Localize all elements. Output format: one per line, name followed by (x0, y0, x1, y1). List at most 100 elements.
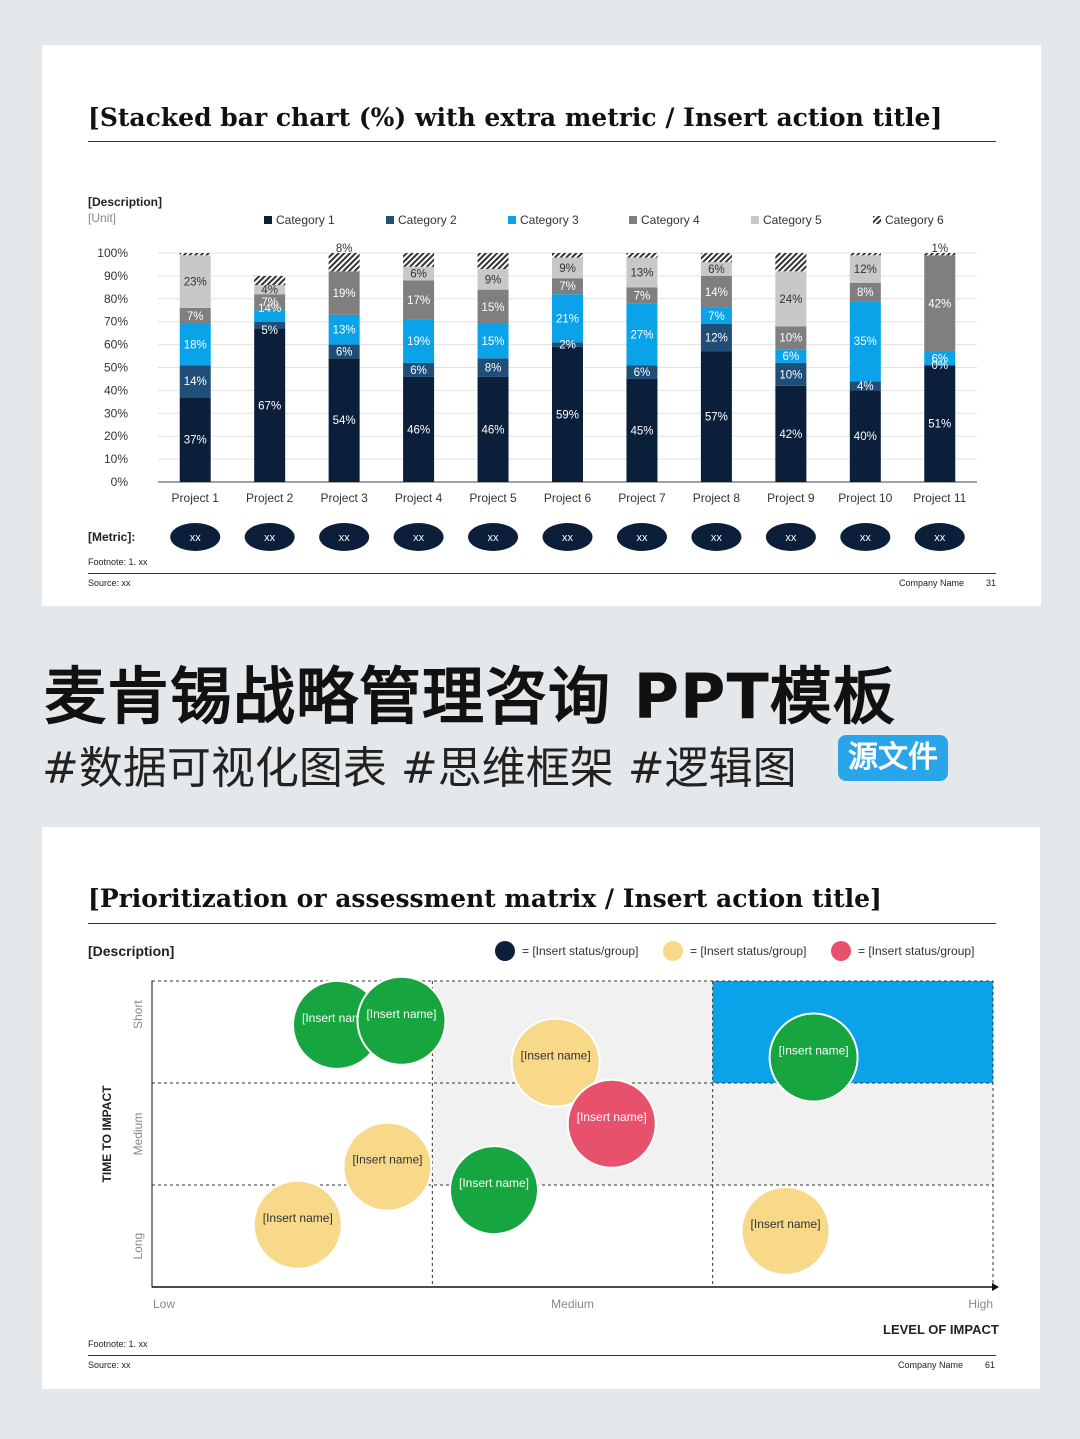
data-label: 9% (485, 274, 502, 286)
x-tick-label: Project 9 (767, 491, 815, 505)
legend-label: = [Insert status/group] (522, 944, 638, 958)
bar-segment (775, 349, 807, 363)
bar-segment (403, 319, 435, 363)
x-level-label: Medium (551, 1297, 594, 1311)
data-label: 7% (634, 290, 651, 302)
data-label: 51% (928, 419, 951, 431)
data-label: 2% (559, 340, 576, 352)
data-label: 19% (333, 288, 356, 300)
y-tick-label: 40% (104, 383, 128, 397)
data-label: 6% (783, 351, 800, 363)
bar-segment (552, 278, 583, 295)
data-label: 24% (779, 294, 802, 306)
data-label: 42% (928, 298, 951, 310)
legend-swatch (629, 216, 637, 224)
metric-value: xx (934, 532, 946, 544)
x-tick-label: Project 6 (544, 491, 592, 505)
bar-segment (328, 253, 360, 272)
bubble-label: [Insert name] (779, 1044, 849, 1058)
bar-segment (477, 358, 509, 377)
bar-segment (552, 294, 583, 343)
data-label: 35% (854, 336, 877, 348)
bar-segment (179, 365, 211, 398)
data-label: 40% (854, 431, 877, 443)
bar-segment (403, 253, 435, 267)
bubble-yellow (510, 1017, 601, 1108)
bar-segment (403, 266, 435, 281)
bar-segment (700, 275, 732, 308)
metric-oval (542, 523, 593, 551)
bubble-green (768, 1012, 859, 1103)
metric-oval (319, 523, 370, 551)
legend-label: Category 1 (276, 213, 335, 227)
bar-segment (254, 285, 286, 295)
bar-segment (254, 321, 286, 329)
bar-segment (775, 362, 807, 386)
metric-oval (244, 523, 295, 551)
metric-oval (393, 523, 444, 551)
bar-segment (626, 365, 658, 379)
data-label: 1% (931, 243, 948, 255)
bubble-label: [Insert name] (751, 1217, 821, 1231)
x-tick-label: Project 4 (395, 491, 443, 505)
data-label: 6% (634, 367, 651, 379)
legend-label: Category 5 (763, 213, 822, 227)
legend-label: Category 6 (885, 213, 944, 227)
bar-segment (552, 346, 583, 482)
metric-value: xx (488, 532, 500, 544)
data-label: 46% (407, 424, 430, 436)
data-label: 54% (333, 415, 356, 427)
bar-segment (403, 280, 435, 320)
x-level-label: Low (153, 1297, 175, 1311)
bar-segment (700, 307, 732, 324)
legend-label: = [Insert status/group] (690, 944, 806, 958)
y-tick-label: 0% (111, 475, 129, 489)
bubble-label: [Insert name] (302, 1011, 372, 1025)
bar-segment (552, 257, 583, 279)
data-label: 10% (779, 369, 802, 381)
bubble-label: [Insert name] (577, 1110, 647, 1124)
legend-swatch (873, 216, 881, 224)
footer-rule (88, 1355, 996, 1356)
source-file-badge[interactable]: 源文件 (838, 735, 948, 781)
data-label: 5% (261, 325, 278, 337)
chart-unit: [Unit] (88, 211, 117, 225)
data-label: 7% (708, 311, 725, 323)
legend-swatch (508, 216, 516, 224)
data-label: 4% (857, 381, 874, 393)
data-label: 15% (482, 302, 505, 314)
shaded-cell (712, 1083, 993, 1185)
y-tick-label: 50% (104, 361, 128, 375)
bubble-label: [Insert name] (366, 1007, 436, 1021)
data-label: 67% (258, 400, 281, 412)
title-rule (88, 923, 996, 924)
data-label: 6% (931, 353, 948, 365)
data-label: 15% (482, 336, 505, 348)
y-tick-label: 70% (104, 315, 128, 329)
bar-segment (700, 351, 732, 482)
footer-rule (88, 573, 996, 574)
y-tick-label: 20% (104, 429, 128, 443)
bar-segment (179, 253, 211, 256)
bar-segment (254, 294, 286, 311)
slide-title: [Stacked bar chart (%) with extra metric… (88, 103, 943, 132)
metric-oval (616, 523, 667, 551)
legend-label: Category 2 (398, 213, 457, 227)
y-level-label: Long (131, 1233, 145, 1260)
x-axis-arrow (992, 1283, 999, 1291)
x-tick-label: Project 3 (320, 491, 368, 505)
page-number: 31 (986, 578, 997, 588)
headline: 麦肯锡战略管理咨询 PPT模板 (44, 660, 896, 733)
company-name: Company Name (899, 578, 965, 588)
metric-value: xx (190, 532, 202, 544)
legend-dot (495, 941, 515, 961)
page-number: 61 (985, 1360, 996, 1370)
bar-segment (849, 255, 881, 283)
data-label: 14% (705, 287, 728, 299)
data-label: 13% (630, 267, 653, 279)
metric-oval (765, 523, 816, 551)
stacked-bar-chart: 0% 10% 20% 30% 40% 50% 60% 70% 80% 90% 100% Categor… (97, 213, 977, 551)
footnote: Footnote: 1. xx (88, 1339, 148, 1349)
bar-segment (924, 253, 956, 256)
priority-matrix: = [Insert status/group] = [Insert status/… (100, 941, 999, 1311)
